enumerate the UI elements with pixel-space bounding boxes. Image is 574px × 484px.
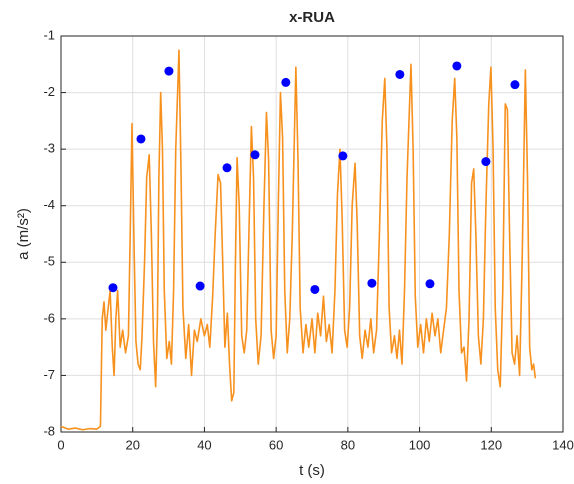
data-point bbox=[164, 66, 174, 76]
x-tick-label: 120 bbox=[480, 437, 502, 452]
data-point bbox=[425, 279, 435, 289]
y-tick-label: -1 bbox=[43, 27, 55, 42]
y-tick-label: -8 bbox=[43, 423, 55, 438]
x-tick-label: 60 bbox=[269, 437, 283, 452]
y-axis-label: a (m/s²) bbox=[15, 208, 32, 260]
data-point bbox=[395, 69, 405, 79]
data-point bbox=[310, 284, 320, 294]
y-tick-label: -4 bbox=[43, 197, 55, 212]
data-point bbox=[108, 283, 118, 293]
data-point bbox=[195, 281, 205, 291]
plot-frame bbox=[60, 35, 564, 433]
data-point bbox=[136, 134, 146, 144]
y-tick-label: -6 bbox=[43, 310, 55, 325]
x-tick-label: 140 bbox=[552, 437, 574, 452]
data-line bbox=[60, 49, 537, 431]
data-point bbox=[222, 163, 232, 173]
y-tick-label: -3 bbox=[43, 141, 55, 156]
data-point bbox=[481, 157, 491, 167]
x-tick-label: 100 bbox=[409, 437, 431, 452]
x-axis-label: t (s) bbox=[299, 462, 325, 479]
data-point bbox=[338, 151, 348, 161]
x-tick-label: 40 bbox=[197, 437, 211, 452]
x-tick-label: 20 bbox=[125, 437, 139, 452]
y-tick-label: -5 bbox=[43, 254, 55, 269]
data-point bbox=[281, 77, 291, 87]
y-tick-label: -7 bbox=[43, 367, 55, 382]
chart-title: x-RUA bbox=[289, 9, 335, 26]
y-tick-label: -2 bbox=[43, 84, 55, 99]
data-point bbox=[250, 150, 260, 160]
x-tick-label: 0 bbox=[57, 437, 64, 452]
x-tick-label: 80 bbox=[341, 437, 355, 452]
data-point bbox=[452, 61, 462, 71]
data-point bbox=[367, 278, 377, 288]
data-point bbox=[510, 80, 520, 90]
